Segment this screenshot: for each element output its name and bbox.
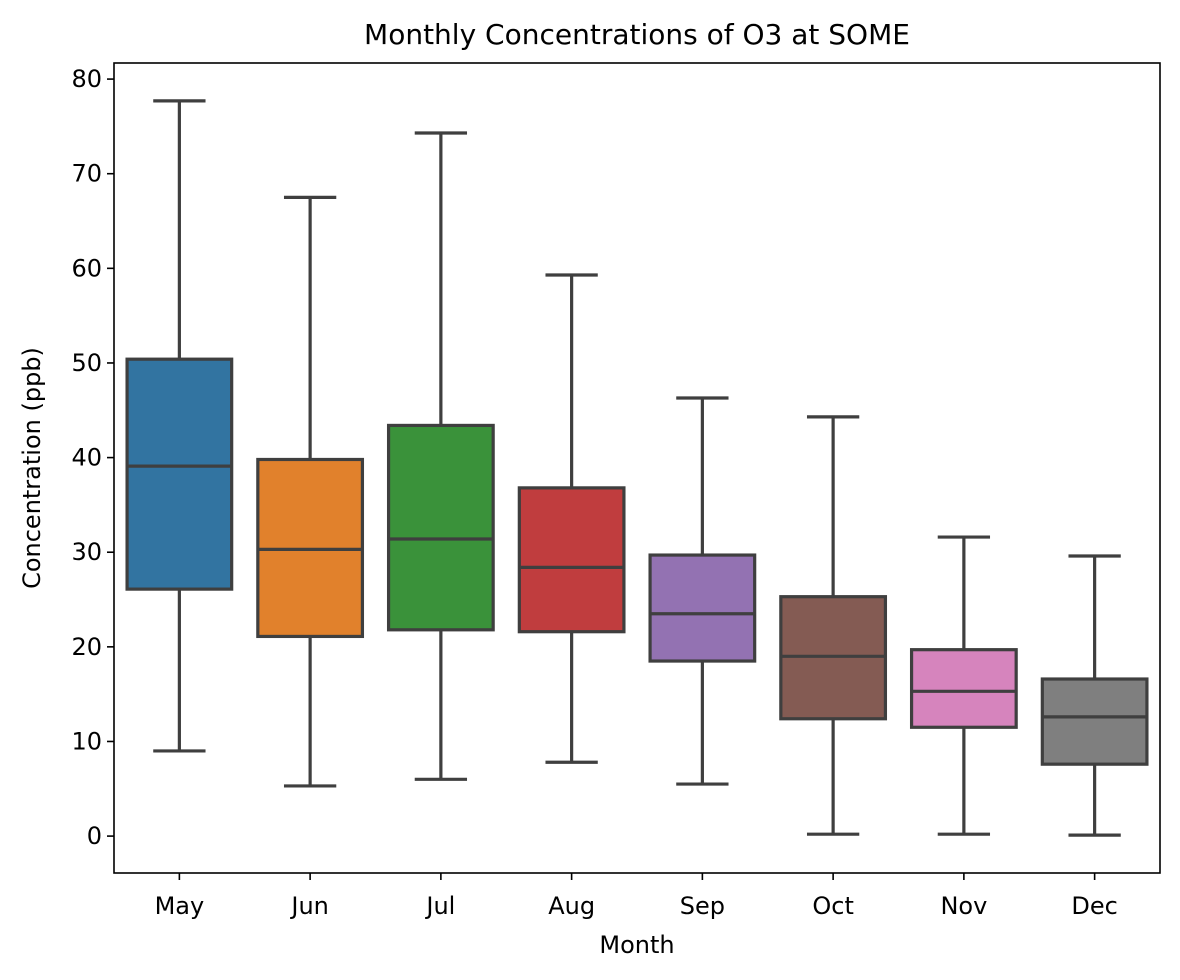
box-body-dec — [1040, 677, 1149, 766]
box-jun — [256, 195, 365, 788]
y-tick-label-0: 0 — [87, 822, 102, 850]
box-nov — [909, 535, 1018, 836]
box-sep — [648, 396, 757, 786]
box-body-nov — [909, 648, 1018, 729]
box-body-aug — [517, 486, 626, 634]
box-may — [125, 99, 234, 753]
y-tick-label-30: 30 — [71, 538, 102, 566]
y-tick-label-50: 50 — [71, 349, 102, 377]
y-axis-label: Concentration (ppb) — [18, 347, 46, 589]
x-tick-label-oct: Oct — [812, 892, 854, 920]
y-tick-label-20: 20 — [71, 633, 102, 661]
x-axis: May Jun Jul Aug Sep Oct Nov Dec — [155, 873, 1118, 920]
y-axis: 0 10 20 30 40 50 60 70 80 — [71, 65, 114, 850]
x-tick-label-jun: Jun — [289, 892, 329, 920]
x-axis-label: Month — [599, 931, 674, 959]
y-tick-label-60: 60 — [71, 254, 102, 282]
y-tick-label-40: 40 — [71, 444, 102, 472]
box-aug — [517, 273, 626, 764]
box-body-jul — [386, 423, 495, 632]
plot-frame — [113, 62, 1161, 874]
x-tick-label-jul: Jul — [424, 892, 455, 920]
x-tick-label-nov: Nov — [940, 892, 987, 920]
y-tick-label-70: 70 — [71, 160, 102, 188]
box-dec — [1040, 554, 1149, 837]
box-jul — [386, 131, 495, 781]
plot-area — [125, 99, 1149, 837]
y-tick-label-10: 10 — [71, 727, 102, 755]
box-oct — [779, 415, 888, 836]
x-tick-label-aug: Aug — [548, 892, 595, 920]
x-tick-label-may: May — [155, 892, 205, 920]
box-body-may — [125, 357, 234, 591]
y-tick-label-80: 80 — [71, 65, 102, 93]
chart-title: Monthly Concentrations of O3 at SOME — [364, 18, 910, 51]
x-tick-label-sep: Sep — [680, 892, 725, 920]
box-body-sep — [648, 553, 757, 663]
x-tick-label-dec: Dec — [1071, 892, 1117, 920]
